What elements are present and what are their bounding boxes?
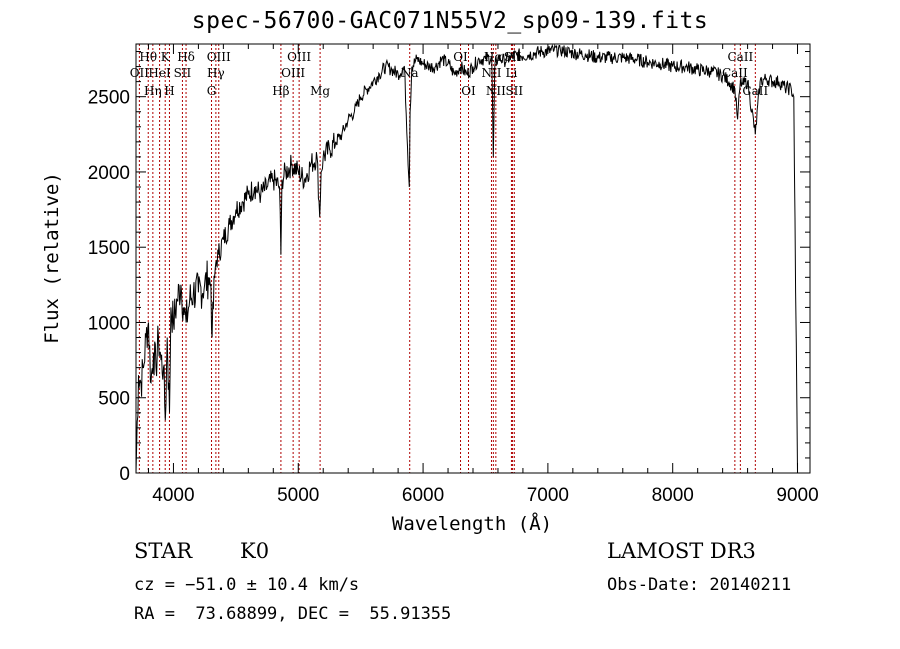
line-label: K [161,50,171,64]
line-label: Na [401,66,419,80]
line-label: Hβ [272,84,289,98]
line-label: OIII [207,50,231,64]
line-labels: Hθ OII Hη K HeI H Hδ SII OIII Hγ G Hβ OIII OIII Mg Na OI… [130,50,769,98]
line-label: Hη [144,84,162,98]
line-label: OIII [287,50,311,64]
line-label: G [207,84,217,98]
plot-frame [135,43,811,474]
line-label: HeI [148,66,171,80]
y-tick-label: 1500 [88,238,130,259]
line-label: NII [481,66,501,80]
y-axis: 0 500 1000 1500 2000 2500 [88,51,810,485]
line-label: OI [461,84,476,98]
x-tick-label: 8000 [652,485,694,506]
line-label: SII [505,84,523,98]
line-label: SII [504,50,522,64]
y-axis-label: Flux (relative) [41,172,63,344]
x-axis-label: Wavelength (Å) [392,512,552,535]
y-tick-label: 2000 [88,163,130,184]
x-tick-label: 6000 [402,485,444,506]
line-label: OIII [281,66,305,80]
line-label: Hγ [207,66,225,80]
x-tick-label: 9000 [776,485,818,506]
line-label: Li [506,66,518,80]
x-tick-label: 5000 [277,485,319,506]
line-label: CaII [742,84,768,98]
line-label: H [164,84,174,98]
line-label: NII [486,84,506,98]
x-tick-label: 4000 [152,485,194,506]
spectrum-line [135,43,798,474]
line-label: Hα [484,50,503,64]
x-tick-label: 7000 [527,485,569,506]
object-subclass: K0 [240,539,270,563]
chart-title: spec-56700-GAC071N55V2_sp09-139.fits [191,8,709,34]
line-label: Hδ [177,50,195,64]
x-axis: 4000 5000 6000 7000 8000 9000 [147,44,819,506]
coordinates-text: RA = 73.68899, DEC = 55.91355 [134,604,452,624]
line-label: OI [453,50,468,64]
line-label: Hθ [139,50,157,64]
line-label: CaII [722,66,748,80]
redshift-text: cz = −51.0 ± 10.4 km/s [134,575,360,595]
line-label: CaII [727,50,753,64]
y-tick-label: 0 [119,464,130,485]
obs-date: Obs-Date: 20140211 [607,575,792,595]
object-class: STAR [134,539,193,563]
line-label: SII [174,66,192,80]
y-tick-label: 1000 [88,313,130,334]
survey-name: LAMOST DR3 [607,539,756,563]
line-label: Mg [310,84,330,98]
line-label: OII [130,66,150,80]
y-tick-label: 2500 [88,88,130,109]
line-markers [138,44,756,473]
y-tick-label: 500 [98,389,130,410]
